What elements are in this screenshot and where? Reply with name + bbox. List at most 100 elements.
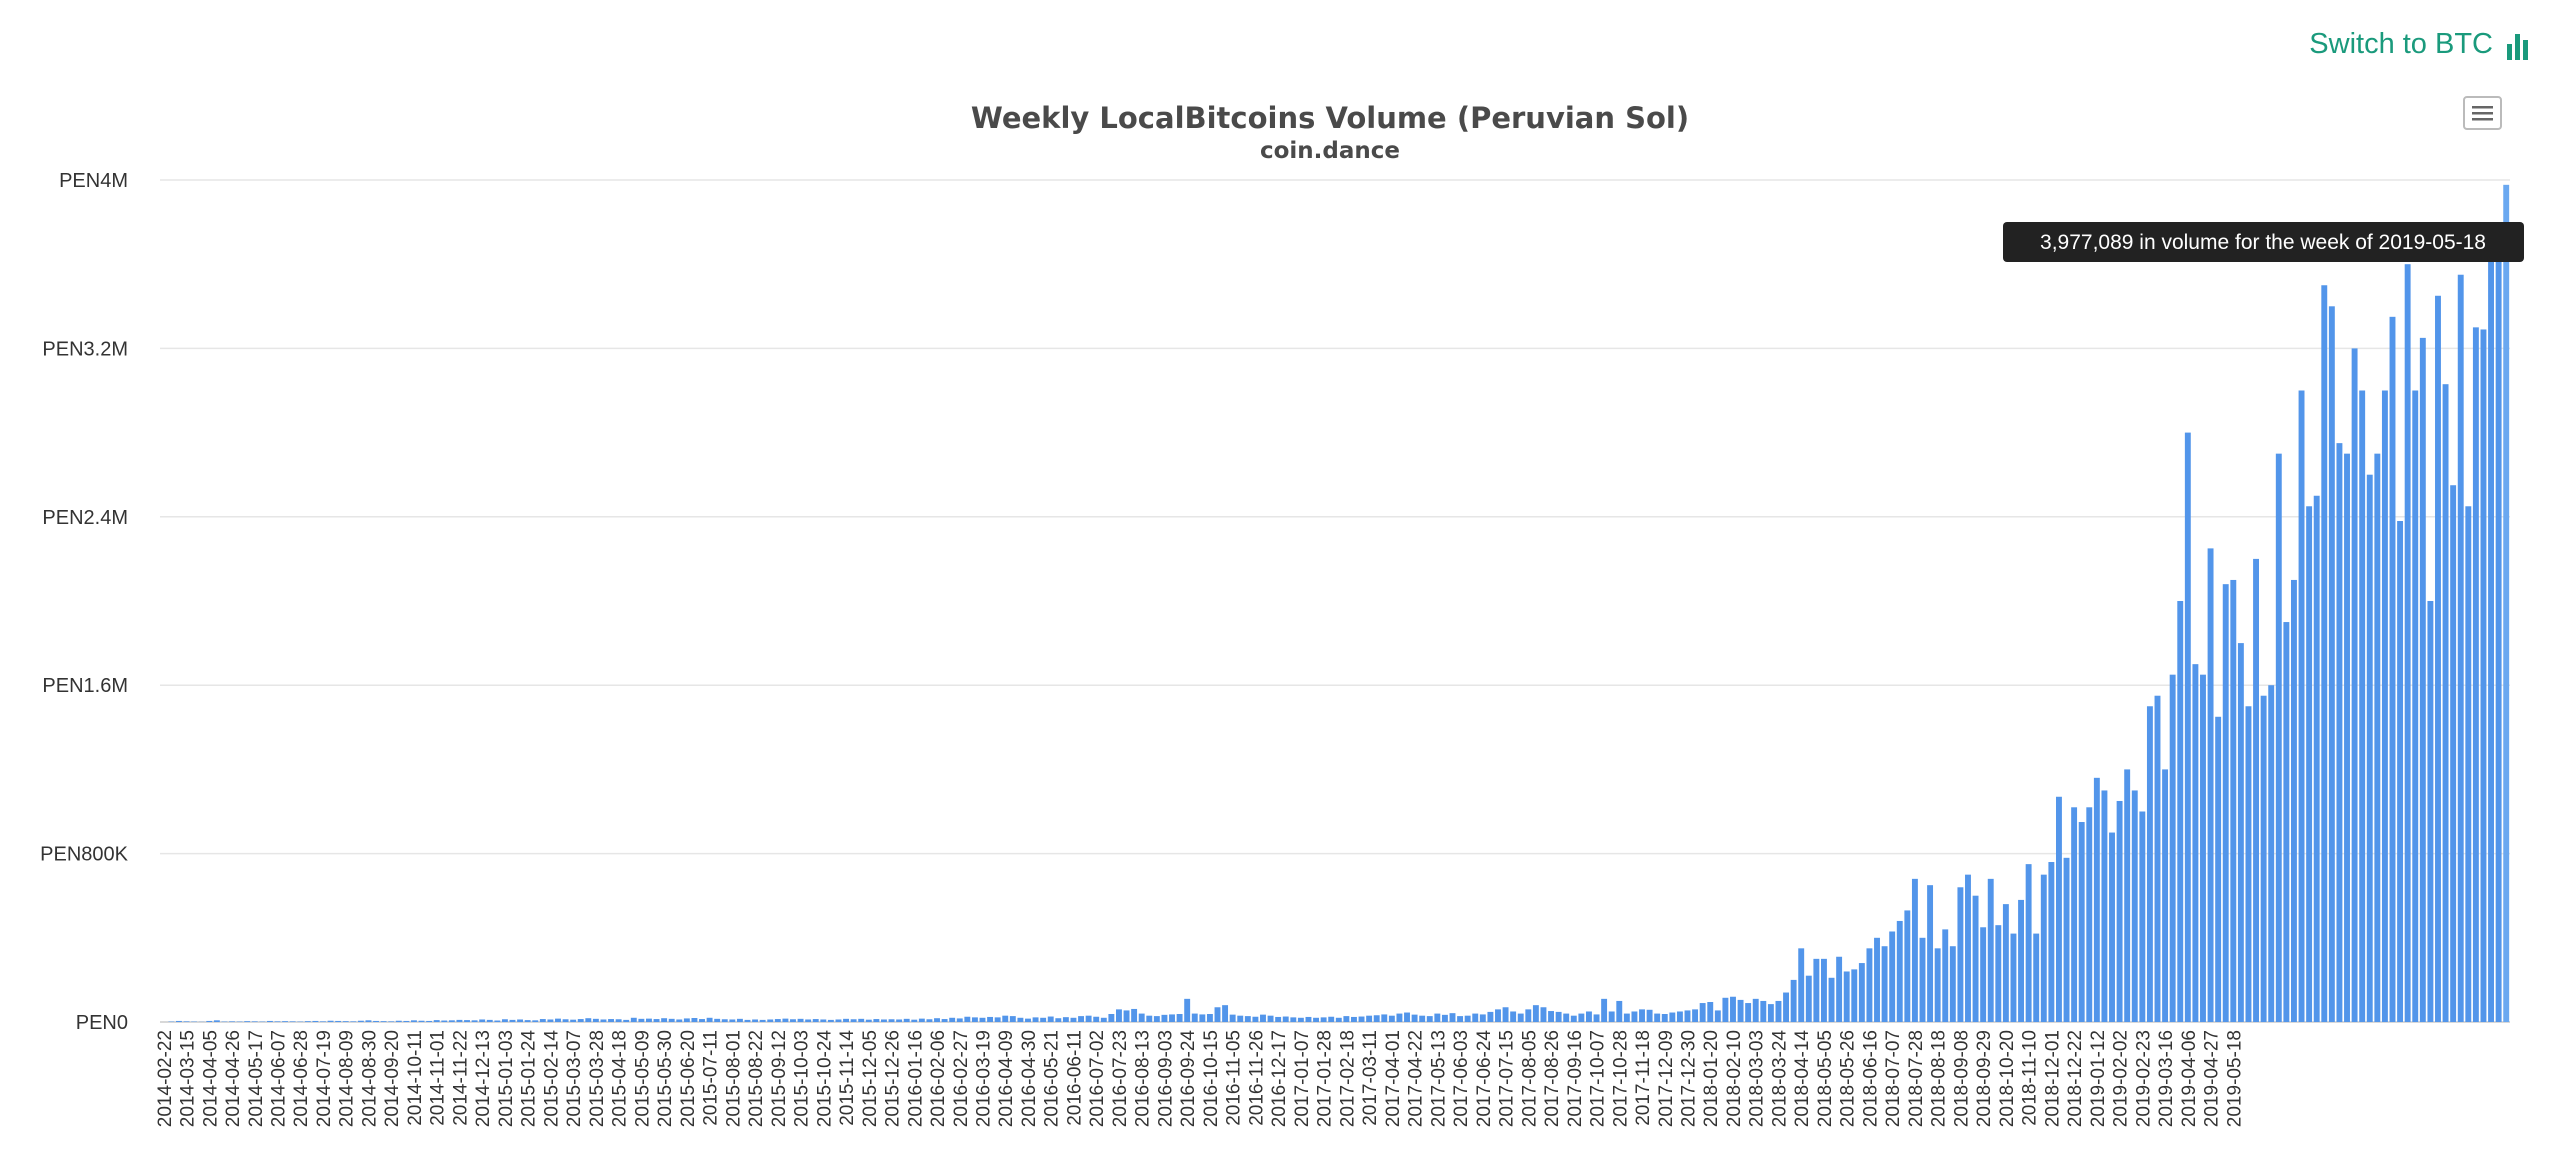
bar[interactable] xyxy=(2291,579,2297,1022)
bar[interactable] xyxy=(1692,1009,1699,1022)
bar[interactable] xyxy=(1760,1000,1767,1022)
bar[interactable] xyxy=(2056,796,2062,1022)
bar[interactable] xyxy=(691,1018,698,1022)
bar[interactable] xyxy=(1904,910,1911,1022)
bar[interactable] xyxy=(327,1020,334,1022)
bar[interactable] xyxy=(979,1017,986,1022)
bar[interactable] xyxy=(2374,453,2381,1022)
bar[interactable] xyxy=(1866,948,1873,1022)
bar[interactable] xyxy=(1373,1015,1380,1022)
bar[interactable] xyxy=(1161,1014,1168,1022)
bar[interactable] xyxy=(2131,790,2138,1022)
bar[interactable] xyxy=(471,1020,478,1022)
bar[interactable] xyxy=(418,1020,425,1022)
bar[interactable] xyxy=(1388,1015,1395,1022)
bar[interactable] xyxy=(1176,1014,1183,1022)
bar[interactable] xyxy=(1153,1016,1160,1022)
bar[interactable] xyxy=(1267,1015,1274,1022)
bar[interactable] xyxy=(2078,822,2085,1022)
bar[interactable] xyxy=(176,1020,182,1022)
bar[interactable] xyxy=(1419,1015,1426,1022)
bar[interactable] xyxy=(1775,1000,1782,1022)
bar[interactable] xyxy=(1297,1017,1304,1022)
bar[interactable] xyxy=(903,1018,910,1022)
bar[interactable] xyxy=(1229,1014,1236,1022)
bar[interactable] xyxy=(2237,643,2244,1022)
bar[interactable] xyxy=(1934,948,1941,1022)
bar[interactable] xyxy=(956,1018,963,1022)
bar[interactable] xyxy=(426,1020,433,1022)
bar[interactable] xyxy=(1009,1016,1016,1022)
bar[interactable] xyxy=(1335,1017,1342,1022)
bar[interactable] xyxy=(1631,1011,1638,1022)
bar[interactable] xyxy=(1836,956,1843,1022)
bar[interactable] xyxy=(2344,453,2350,1022)
bar[interactable] xyxy=(2321,285,2328,1022)
bar[interactable] xyxy=(2359,390,2366,1023)
bar[interactable] xyxy=(1305,1016,1312,1022)
bar[interactable] xyxy=(1730,996,1736,1022)
bar[interactable] xyxy=(2419,337,2426,1023)
bar[interactable] xyxy=(1047,1016,1054,1022)
bar[interactable] xyxy=(1313,1017,1319,1022)
bar[interactable] xyxy=(987,1016,994,1022)
bar[interactable] xyxy=(896,1019,903,1022)
bar[interactable] xyxy=(441,1020,448,1022)
bar[interactable] xyxy=(797,1018,804,1022)
bar[interactable] xyxy=(1532,1005,1539,1022)
bar[interactable] xyxy=(2071,807,2078,1022)
bar[interactable] xyxy=(320,1021,326,1022)
bar[interactable] xyxy=(1783,992,1789,1022)
bar[interactable] xyxy=(2328,306,2335,1022)
bar[interactable] xyxy=(934,1018,940,1022)
bar[interactable] xyxy=(1525,1009,1532,1022)
bar[interactable] xyxy=(1767,1004,1774,1022)
bar[interactable] xyxy=(676,1019,683,1022)
bar[interactable] xyxy=(1987,878,1994,1022)
bar[interactable] xyxy=(2139,811,2146,1023)
bar[interactable] xyxy=(357,1020,364,1022)
bar[interactable] xyxy=(2442,384,2449,1022)
bar[interactable] xyxy=(1222,1005,1229,1022)
bar[interactable] xyxy=(1040,1017,1047,1022)
bar[interactable] xyxy=(2480,329,2487,1022)
bar[interactable] xyxy=(790,1019,796,1022)
bar[interactable] xyxy=(2230,579,2237,1022)
bar[interactable] xyxy=(1646,1009,1653,1022)
bar[interactable] xyxy=(858,1018,865,1022)
bar[interactable] xyxy=(1843,971,1850,1022)
bar[interactable] xyxy=(1745,1003,1752,1022)
bar[interactable] xyxy=(615,1019,622,1022)
bar[interactable] xyxy=(759,1019,766,1022)
bar[interactable] xyxy=(2109,832,2115,1022)
bar[interactable] xyxy=(2306,506,2313,1022)
bar[interactable] xyxy=(304,1021,311,1022)
bar[interactable] xyxy=(517,1019,524,1022)
bar[interactable] xyxy=(1821,958,1827,1022)
bar[interactable] xyxy=(1123,1010,1130,1022)
bar[interactable] xyxy=(2093,777,2100,1022)
bar[interactable] xyxy=(1593,1014,1600,1022)
bar[interactable] xyxy=(2336,443,2343,1023)
bar[interactable] xyxy=(433,1020,440,1022)
bar[interactable] xyxy=(1586,1011,1592,1022)
bar[interactable] xyxy=(183,1021,190,1022)
bar[interactable] xyxy=(820,1019,827,1022)
bar[interactable] xyxy=(623,1019,630,1022)
bar[interactable] xyxy=(388,1021,395,1022)
bar[interactable] xyxy=(592,1018,599,1022)
bar[interactable] xyxy=(1032,1017,1039,1022)
bar[interactable] xyxy=(1275,1016,1282,1022)
bar[interactable] xyxy=(1100,1017,1107,1022)
bar[interactable] xyxy=(736,1018,743,1022)
bar[interactable] xyxy=(547,1019,554,1022)
bar[interactable] xyxy=(1502,1007,1509,1022)
bar[interactable] xyxy=(1206,1014,1213,1022)
bar[interactable] xyxy=(835,1019,842,1022)
bar[interactable] xyxy=(941,1019,948,1022)
bar[interactable] xyxy=(2154,695,2161,1022)
bar[interactable] xyxy=(2495,222,2502,1023)
bar[interactable] xyxy=(555,1018,561,1022)
bar[interactable] xyxy=(1919,937,1926,1022)
bar[interactable] xyxy=(2389,316,2396,1022)
